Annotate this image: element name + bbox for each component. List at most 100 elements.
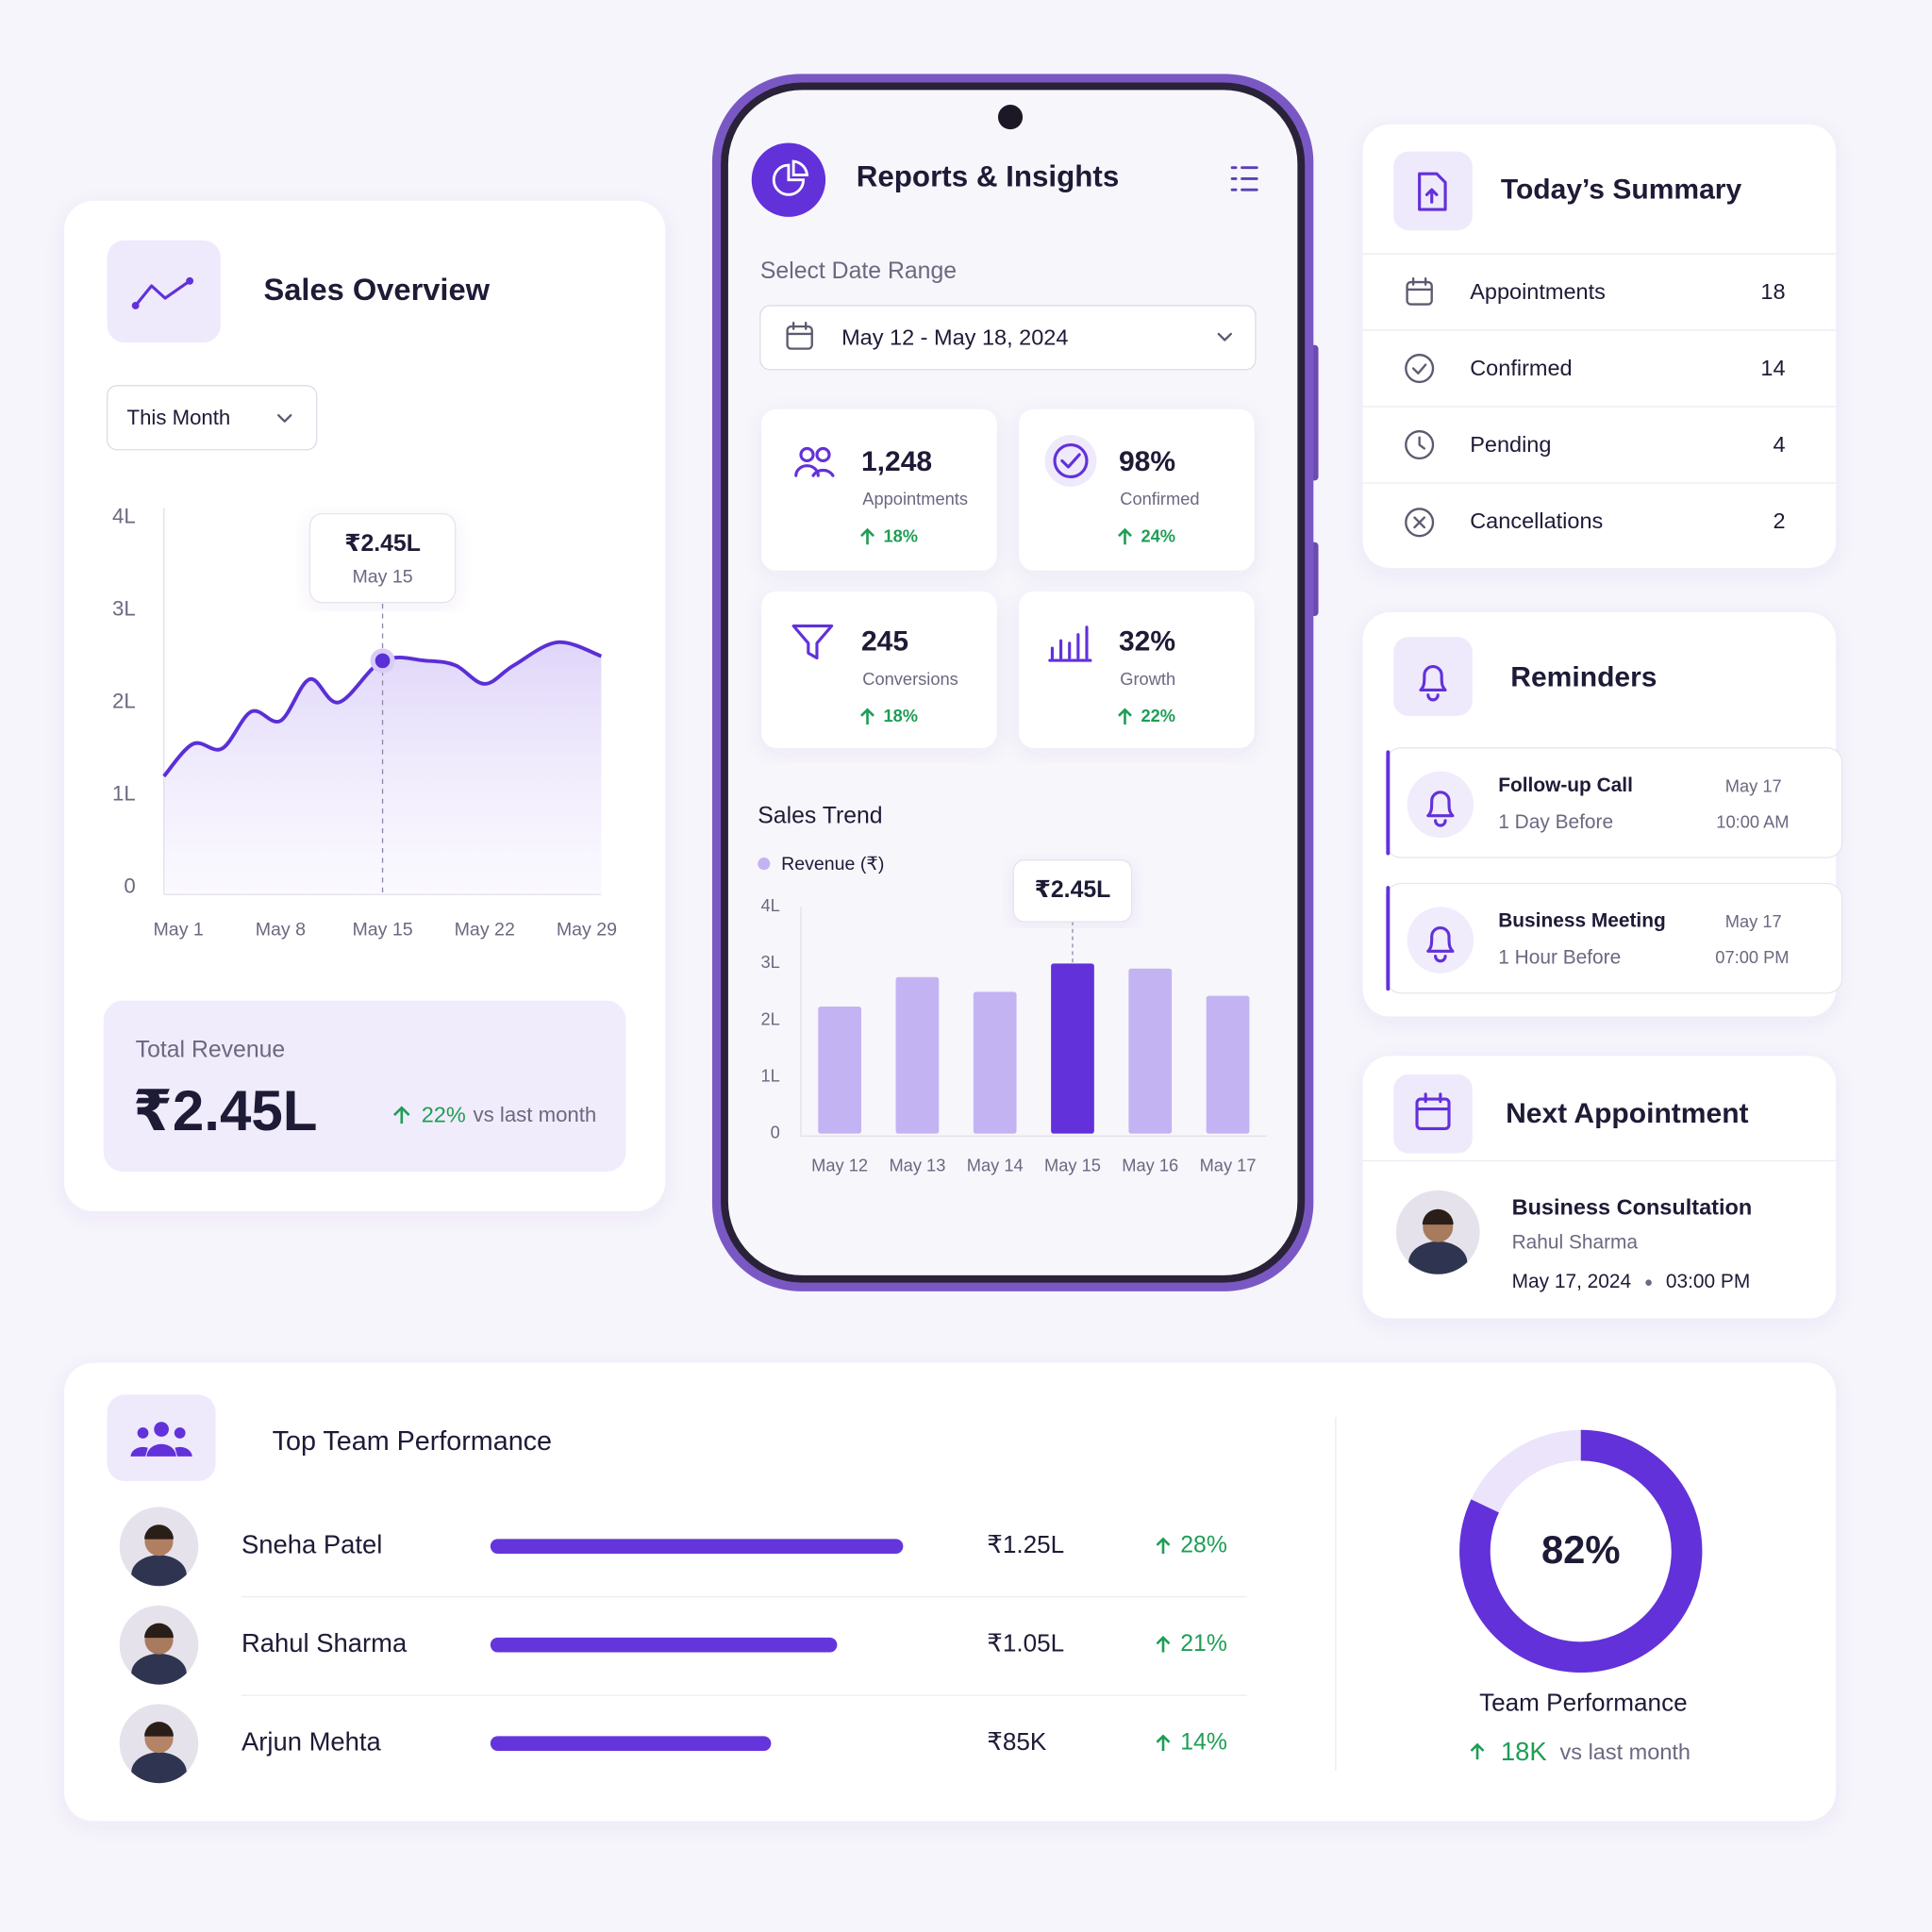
trend-icon	[186, 276, 194, 285]
x-tick-label: May 15	[352, 919, 412, 940]
reminder-accent	[1386, 750, 1391, 856]
up-arrow	[1470, 1742, 1485, 1760]
y-tick-label: 2L	[112, 689, 136, 712]
member-change: 14%	[1180, 1730, 1227, 1756]
stat-label: Confirmed	[1120, 489, 1199, 508]
up-arrow	[393, 1106, 410, 1124]
dropdown-label[interactable]: This Month	[127, 406, 231, 429]
stat-icon	[791, 624, 834, 660]
avatar	[1395, 1190, 1480, 1274]
avatar-hair	[1422, 1208, 1454, 1225]
card-title: Today’s Summary	[1501, 174, 1742, 205]
summary-rows: Appointments 18 Confirmed 14 Pending 4 Cancell…	[1362, 253, 1837, 533]
x-tick-label: May 13	[889, 1156, 945, 1175]
member-amount: ₹1.25L	[987, 1530, 1064, 1558]
date-range[interactable]: May 12 - May 18, 2024	[841, 325, 1068, 349]
donut-change: 18K	[1501, 1737, 1547, 1766]
up-arrow	[1156, 1734, 1171, 1751]
revenue-comparison: vs last month	[474, 1103, 597, 1126]
member-name: Rahul Sharma	[242, 1628, 408, 1657]
member-name: Arjun Mehta	[242, 1726, 382, 1756]
y-tick-label: 2L	[760, 1008, 779, 1028]
team-card	[63, 1362, 1837, 1822]
date-range-label: Select Date Range	[760, 258, 957, 284]
x-tick-label: May 8	[256, 919, 306, 940]
x-tick-label: May 1	[154, 919, 204, 940]
app-icon-glyph	[772, 159, 809, 196]
stat-value: 32%	[1119, 626, 1175, 658]
donut-label: Team Performance	[1479, 1688, 1688, 1716]
stat-icon-bg	[1044, 435, 1097, 487]
appointment-person: Rahul Sharma	[1512, 1231, 1639, 1253]
row-value: 2	[1773, 508, 1785, 533]
reminder-accent	[1386, 886, 1391, 991]
team-bars: Sneha Patel ₹1.25L 28% Rahul Sharma ₹1.05L 21…	[119, 1507, 1227, 1784]
bell-icon	[1426, 791, 1455, 827]
reminder-time: 07:00 PM	[1715, 947, 1789, 967]
up-arrow	[860, 527, 874, 545]
x-tick-label: May 22	[455, 919, 515, 940]
icon-tile	[1393, 637, 1473, 716]
stat-value: 1,248	[861, 446, 932, 477]
highlight-point	[375, 653, 391, 669]
tooltip	[1012, 859, 1133, 923]
donut-arc	[1459, 1429, 1703, 1674]
reminder-date: May 17	[1725, 775, 1782, 795]
reminder-items: Follow-up Call 1 Day Before May 17 10:00 AM…	[1385, 747, 1843, 994]
up-arrow	[860, 708, 874, 724]
stat-card	[1019, 591, 1255, 748]
bar	[818, 1007, 861, 1134]
date-picker[interactable]	[759, 305, 1257, 371]
revenue-value: ₹2.45L	[133, 1079, 317, 1142]
trend-icon	[134, 279, 192, 308]
reminder-detail: 1 Hour Before	[1498, 947, 1621, 969]
avatar-body	[1408, 1241, 1468, 1274]
row-value: 14	[1760, 356, 1785, 380]
up-arrow	[1156, 1635, 1171, 1653]
avatar-hair	[144, 1722, 174, 1737]
stat-value: 98%	[1119, 446, 1175, 477]
x-tick-label: May 14	[967, 1156, 1024, 1175]
chevron	[1217, 332, 1232, 341]
trend-icon	[131, 302, 140, 309]
stat-icon	[794, 446, 835, 477]
icon-tile	[1393, 1074, 1473, 1154]
menu-icon[interactable]	[1230, 166, 1258, 192]
revenue-box	[103, 1000, 626, 1173]
bell-bg	[1407, 771, 1474, 839]
chevron	[277, 413, 292, 423]
period-dropdown[interactable]	[106, 385, 318, 451]
row-icon	[1405, 429, 1435, 460]
bar	[895, 976, 940, 1134]
camera	[997, 105, 1024, 130]
dot	[1645, 1279, 1652, 1286]
chart-title: Sales Trend	[758, 804, 882, 829]
stat-icon	[1053, 442, 1089, 479]
stat-change: 18%	[883, 706, 918, 725]
y-tick-label: 1L	[760, 1065, 779, 1085]
tooltip-value: ₹2.45L	[344, 531, 421, 557]
card-title: Next Appointment	[1506, 1098, 1748, 1129]
stat-card	[761, 591, 997, 748]
avatar-body	[131, 1653, 187, 1685]
bell-icon	[1419, 665, 1447, 702]
card-title: Top Team Performance	[273, 1426, 552, 1457]
up-arrow	[1156, 1537, 1171, 1555]
row-label: Cancellations	[1470, 508, 1603, 533]
stat-label: Appointments	[862, 489, 968, 508]
row-icon	[1406, 277, 1433, 306]
avatar-hair	[144, 1623, 174, 1639]
row-value: 4	[1773, 432, 1785, 457]
row-label: Appointments	[1470, 279, 1606, 304]
row-icon	[1405, 353, 1435, 384]
member-amount: ₹85K	[987, 1727, 1047, 1756]
bar	[973, 991, 1017, 1134]
bar	[1128, 968, 1173, 1134]
x-tick-label: May 15	[1044, 1156, 1101, 1175]
area-fill	[163, 641, 602, 895]
reminder-detail: 1 Day Before	[1498, 811, 1613, 833]
member-change: 21%	[1180, 1631, 1227, 1657]
x-tick-label: May 29	[557, 919, 617, 940]
revenue-label: Total Revenue	[136, 1038, 286, 1063]
